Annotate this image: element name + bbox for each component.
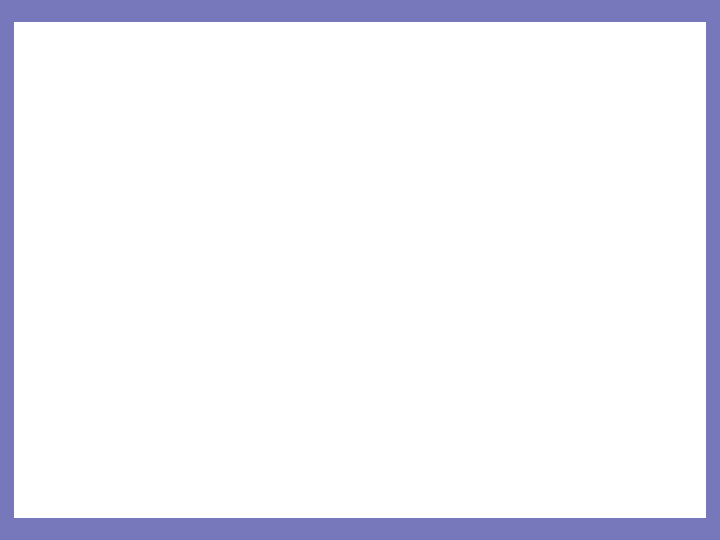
Text: WLM: WLM — [609, 458, 639, 468]
Ellipse shape — [420, 442, 473, 457]
Ellipse shape — [233, 371, 286, 386]
Bar — [139, 371, 581, 481]
Ellipse shape — [521, 371, 574, 386]
Text: XCF: XCF — [358, 458, 382, 468]
Bar — [101, 160, 207, 352]
Text: ETR: ETR — [345, 356, 375, 370]
Bar — [14, 30, 706, 57]
Ellipse shape — [156, 442, 209, 457]
Bar — [233, 379, 286, 450]
Text: SFM: SFM — [534, 458, 560, 468]
Polygon shape — [283, 107, 437, 251]
Circle shape — [559, 248, 574, 264]
Text: Note: The External
Time Reference (ETR) used
by the different systems: Note: The External Time Reference (ETR) … — [22, 337, 163, 374]
Text: LOGR: LOGR — [243, 458, 276, 468]
Bar — [521, 379, 574, 450]
Bar — [14, 483, 706, 512]
Ellipse shape — [420, 371, 473, 386]
Ellipse shape — [233, 442, 286, 457]
Ellipse shape — [598, 371, 650, 386]
Ellipse shape — [156, 371, 209, 386]
Text: Couple Data Sets: Couple Data Sets — [266, 489, 454, 508]
Text: 21: 21 — [26, 491, 43, 504]
Text: CP1: CP1 — [138, 140, 170, 156]
Text: CFRM: CFRM — [429, 458, 464, 468]
Bar — [598, 379, 651, 450]
Circle shape — [146, 248, 161, 264]
Text: |: | — [26, 37, 30, 50]
Text: ARM: ARM — [168, 458, 197, 468]
Ellipse shape — [521, 442, 574, 457]
Text: Policy Based Implementation: Policy Based Implementation — [132, 66, 588, 94]
Text: CP2: CP2 — [550, 140, 583, 156]
Ellipse shape — [343, 442, 396, 457]
Text: |: | — [43, 490, 48, 505]
Text: © 2009 IBM Corporation: © 2009 IBM Corporation — [575, 492, 694, 503]
Bar — [420, 379, 473, 450]
Bar — [343, 379, 397, 450]
Bar — [156, 379, 210, 450]
Bar — [513, 160, 619, 352]
Polygon shape — [312, 145, 429, 241]
Circle shape — [323, 276, 397, 350]
Text: Chapter 2B Parallel Syslpex: Chapter 2B Parallel Syslpex — [35, 38, 189, 49]
Ellipse shape — [343, 371, 396, 386]
Ellipse shape — [598, 442, 650, 457]
Text: CF1: CF1 — [344, 86, 376, 101]
